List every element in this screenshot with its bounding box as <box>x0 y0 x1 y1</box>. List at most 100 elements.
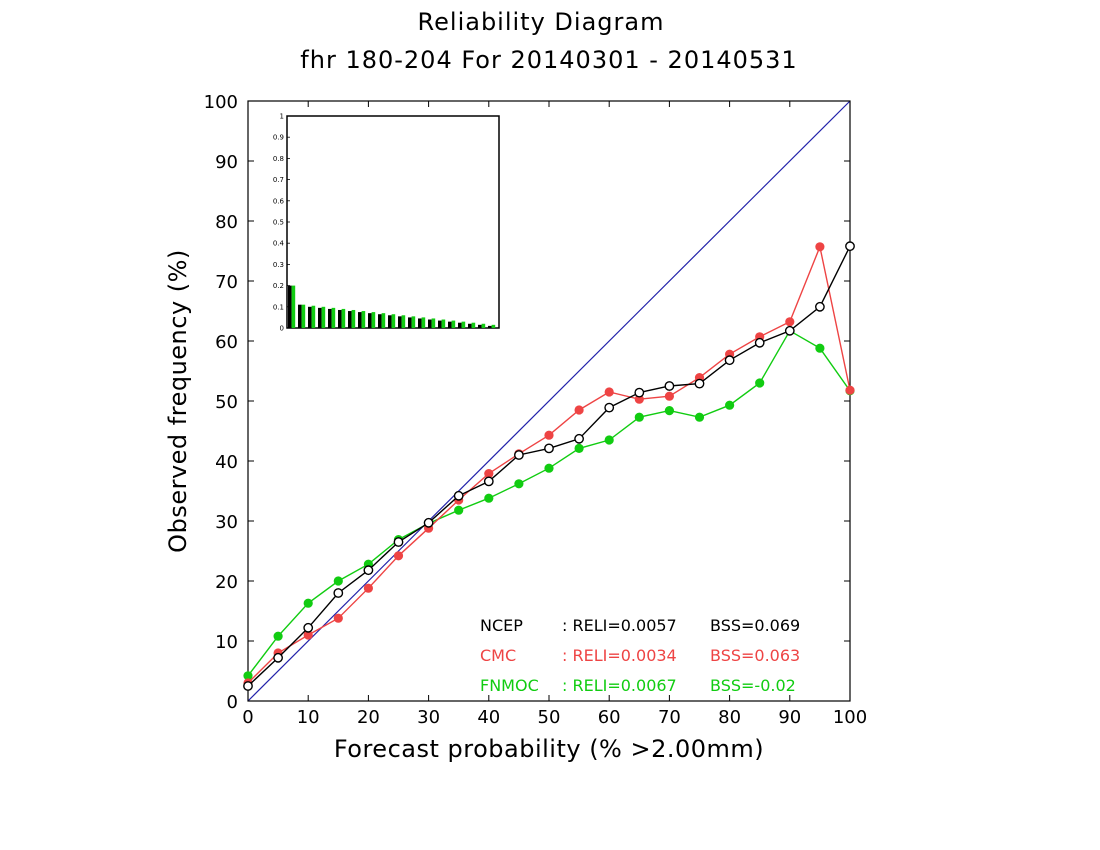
legend-reli-ncep: : RELI=0.0057 <box>562 616 677 635</box>
data-point-cmc <box>393 551 404 561</box>
data-point-cmc <box>363 583 373 593</box>
perfect-reliability-line <box>247 100 851 702</box>
data-point-fnmoc <box>303 598 313 608</box>
inset-bar-fnmoc <box>331 307 336 328</box>
inset-bar-fnmoc <box>371 312 376 328</box>
inset-bar-fnmoc <box>491 324 496 328</box>
y-tick-label: 10 <box>215 632 238 653</box>
legend-reli-cmc: : RELI=0.0034 <box>562 646 677 665</box>
data-point-ncep <box>453 490 464 501</box>
chart-title: Reliability Diagram <box>418 8 665 36</box>
inset-bar-fnmoc <box>311 305 316 328</box>
inset-bar-ncep <box>428 319 432 328</box>
data-point-cmc <box>303 630 313 640</box>
inset-bar-fnmoc <box>471 322 476 328</box>
inset-bar-ncep <box>478 324 482 328</box>
x-tick-label: 90 <box>778 707 801 728</box>
data-point-fnmoc <box>604 435 614 445</box>
inset-bar-ncep <box>408 317 412 328</box>
inset-bar-ncep <box>348 311 352 328</box>
inset-bar-fnmoc <box>481 323 486 328</box>
y-tick-label: 0 <box>227 692 238 713</box>
x-tick-label: 10 <box>297 707 320 728</box>
y-tick-label: 40 <box>215 452 238 473</box>
inset-bar-ncep <box>358 312 362 328</box>
y-tick-label: 70 <box>215 272 238 293</box>
data-point-ncep <box>363 565 374 576</box>
data-point-fnmoc <box>484 493 494 503</box>
inset-bar-fnmoc <box>341 308 346 328</box>
data-point-ncep <box>604 402 615 413</box>
inset-y-tick-label: 0.3 <box>273 261 284 269</box>
data-point-cmc <box>333 613 343 623</box>
data-point-fnmoc <box>755 378 765 388</box>
y-tick-label: 50 <box>215 392 238 413</box>
data-point-cmc <box>815 242 825 252</box>
data-point-ncep <box>724 355 735 366</box>
y-tick-label: 60 <box>215 332 238 353</box>
inset-bar-fnmoc <box>431 318 436 328</box>
data-point-fnmoc <box>273 631 283 641</box>
legend-name-fnmoc: FNMOC <box>480 676 539 695</box>
data-point-fnmoc <box>694 412 705 422</box>
inset-bar-ncep <box>398 316 402 328</box>
y-tick-label: 20 <box>215 572 238 593</box>
inset-bar-fnmoc <box>291 285 296 328</box>
inset-y-tick-label: 0.4 <box>273 240 285 248</box>
data-point-cmc <box>484 469 494 479</box>
legend-name-ncep: NCEP <box>480 616 523 635</box>
data-point-ncep <box>483 476 494 487</box>
inset-y-tick-label: 0.8 <box>273 155 284 163</box>
data-point-ncep <box>514 450 524 460</box>
inset-bar-fnmoc <box>421 317 426 328</box>
y-axis-label: Observed frequency (%) <box>164 249 192 553</box>
legend-bss-fnmoc: BSS=-0.02 <box>710 676 796 695</box>
inset-bar-ncep <box>468 323 472 328</box>
inset-bar-fnmoc <box>321 306 326 328</box>
data-point-cmc <box>604 387 614 397</box>
inset-y-tick-label: 0 <box>280 325 284 333</box>
inset-bar-fnmoc <box>391 314 396 328</box>
inset-bar-ncep <box>288 285 292 328</box>
inset-y-tick-label: 0.5 <box>273 219 284 227</box>
data-point-ncep <box>754 337 765 348</box>
legend-bss-ncep: BSS=0.069 <box>710 616 800 635</box>
data-point-fnmoc <box>725 400 735 410</box>
inset-y-tick-label: 0.6 <box>273 197 285 205</box>
inset-y-tick-label: 1 <box>280 113 284 121</box>
legend: NCEP: RELI=0.0057 BSS=0.069 CMC: RELI=0.00… <box>480 616 800 695</box>
inset-frame <box>286 115 500 329</box>
inset-bar-fnmoc <box>461 321 466 328</box>
data-point-ncep <box>243 681 253 691</box>
data-point-ncep <box>393 537 404 547</box>
y-tick-label: 30 <box>215 512 238 533</box>
inset-y-tick-label: 0.1 <box>273 303 284 311</box>
x-axis-label: Forecast probability (% >2.00mm) <box>334 735 764 763</box>
data-point-ncep <box>815 301 825 312</box>
x-tick-label: 60 <box>598 707 621 728</box>
inset-bar-ncep <box>388 315 392 328</box>
data-point-cmc <box>664 391 675 401</box>
data-point-fnmoc <box>574 443 584 453</box>
x-tick-label: 100 <box>833 707 867 728</box>
inset-bar-ncep <box>368 313 372 328</box>
x-tick-label: 30 <box>417 707 440 728</box>
inset-bar-fnmoc <box>351 309 356 328</box>
legend-reli-fnmoc: : RELI=0.0067 <box>562 676 677 695</box>
inset-bar-ncep <box>328 308 332 328</box>
x-tick-label: 40 <box>477 707 500 728</box>
inset-bar-fnmoc <box>301 304 306 328</box>
data-point-fnmoc <box>514 479 524 489</box>
data-point-ncep <box>423 517 434 528</box>
data-point-cmc <box>785 317 795 327</box>
inset-bar-ncep <box>378 314 382 328</box>
x-tick-label: 50 <box>538 707 561 728</box>
inset-bar-ncep <box>318 307 322 328</box>
data-point-ncep <box>845 241 855 252</box>
inset-y-tick-label: 0.2 <box>273 282 284 290</box>
x-tick-label: 20 <box>357 707 380 728</box>
inset-bar-ncep <box>298 304 302 328</box>
data-point-fnmoc <box>243 671 253 681</box>
inset-bar-ncep <box>488 325 492 328</box>
data-point-ncep <box>303 622 314 633</box>
